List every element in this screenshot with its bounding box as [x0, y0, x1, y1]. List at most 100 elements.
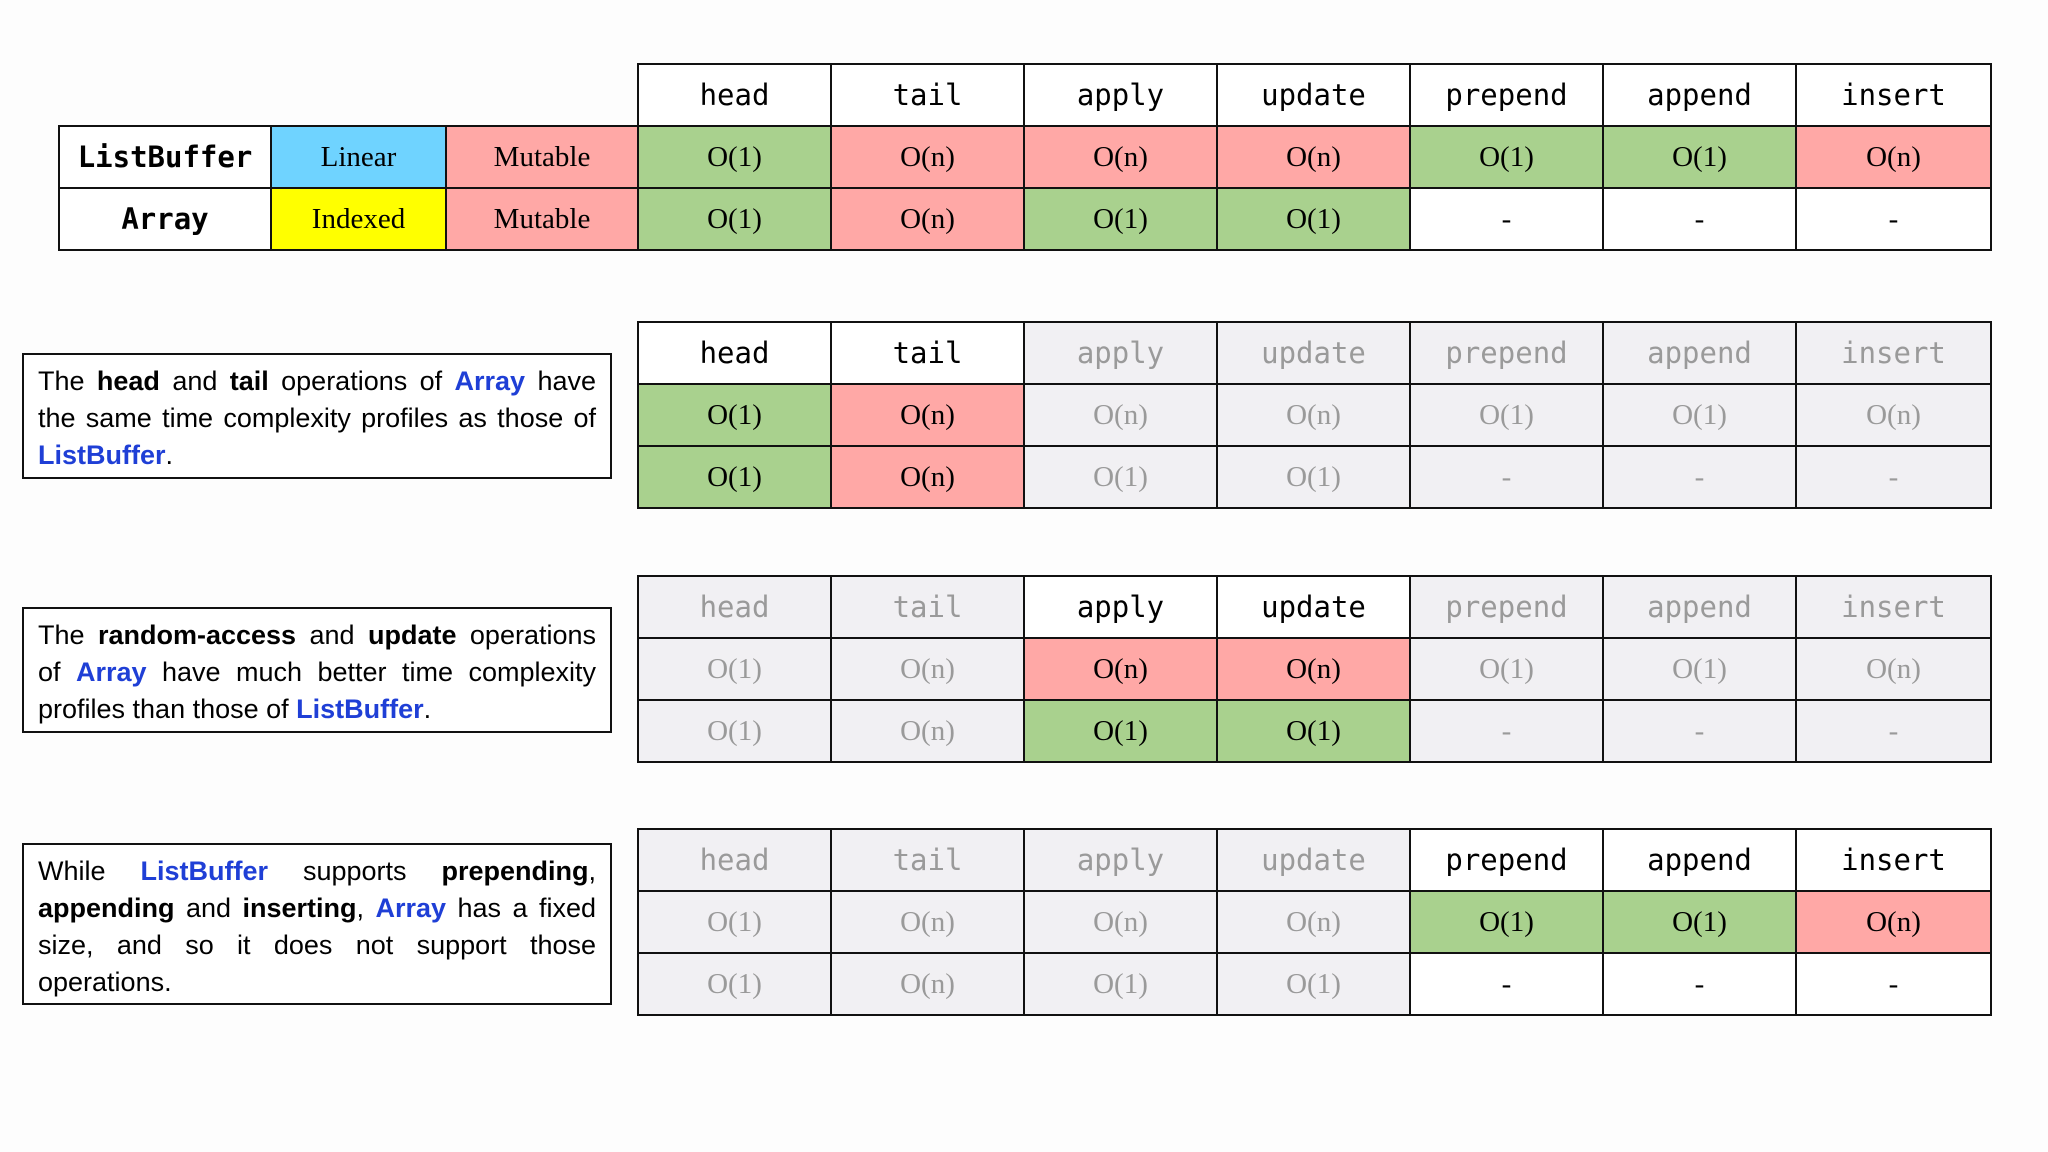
complexity-cell: O(1) [1023, 952, 1218, 1016]
note-text: . [165, 440, 174, 470]
op-header-apply: apply [1023, 63, 1218, 127]
complexity-cell: O(n) [1795, 637, 1992, 701]
complexity-cell: O(n) [830, 952, 1025, 1016]
complexity-cell: - [1409, 445, 1604, 509]
collection-row-array: O(1) O(n) O(1) O(1) - - - [637, 699, 1992, 763]
complexity-cell: - [1602, 952, 1797, 1016]
highlight-table: head tail apply update prepend append insert O(… [637, 575, 1992, 763]
complexity-cell: - [1409, 952, 1604, 1016]
highlight-table: head tail apply update prepend append insert O(… [637, 321, 1992, 509]
op-header-prepend: prepend [1409, 63, 1604, 127]
collection-row-array: Array Indexed Mutable O(1) O(n) O(1) O(1) - - - [58, 187, 1992, 251]
complexity-cell: O(1) [1409, 125, 1604, 189]
note-text: and [296, 620, 368, 650]
complexity-cell: O(1) [1216, 187, 1411, 251]
op-header-tail: tail [830, 828, 1025, 892]
mutability-badge: Mutable [445, 187, 639, 251]
collection-keyword: Array [375, 893, 447, 923]
header-row: head tail apply update prepend append insert [59, 63, 1992, 127]
complexity-cell: O(n) [1795, 125, 1992, 189]
complexity-cell: - [1409, 187, 1604, 251]
op-header-update: update [1216, 575, 1411, 639]
complexity-cell: O(n) [1216, 637, 1411, 701]
collection-keyword: Array [75, 657, 147, 687]
op-header-prepend: prepend [1409, 321, 1604, 385]
complexity-cell: O(n) [1216, 125, 1411, 189]
note-text: supports [267, 856, 442, 886]
complexity-cell: - [1409, 699, 1604, 763]
note-text: The [38, 366, 97, 396]
complexity-cell: O(n) [830, 125, 1025, 189]
complexity-cell: O(1) [637, 699, 832, 763]
complexity-cell: O(1) [1602, 890, 1797, 954]
explanation-note: The head and tail operations of Array ha… [22, 353, 612, 479]
emphasis-text: inserting [242, 893, 357, 923]
blank-cell [446, 64, 638, 126]
highlight-table: head tail apply update prepend append insert O(… [637, 828, 1992, 1016]
complexity-cell: O(n) [830, 383, 1025, 447]
collection-row-listbuffer: ListBuffer Linear Mutable O(1) O(n) O(n) O(n) O… [58, 125, 1992, 189]
complexity-table: head tail apply update prepend append insert Li… [58, 63, 1992, 251]
complexity-cell: - [1602, 699, 1797, 763]
note-text: , [356, 893, 376, 923]
complexity-cell: O(1) [1023, 187, 1218, 251]
collection-row-listbuffer: O(1) O(n) O(n) O(n) O(1) O(1) O(n) [637, 637, 1992, 701]
op-header-update: update [1216, 321, 1411, 385]
op-header-apply: apply [1023, 828, 1218, 892]
collection-name: Array [58, 187, 272, 251]
op-header-insert: insert [1795, 63, 1992, 127]
note-text: have much better time complexity profile… [38, 657, 596, 724]
complexity-cell: - [1795, 699, 1992, 763]
emphasis-text: tail [229, 366, 269, 396]
emphasis-text: update [367, 620, 457, 650]
explanation-note: The random-access and update operations … [22, 607, 612, 733]
complexity-cell: O(1) [1602, 383, 1797, 447]
complexity-cell: O(n) [1795, 890, 1992, 954]
collection-keyword: Array [454, 366, 526, 396]
complexity-cell: O(n) [1023, 383, 1218, 447]
complexity-cell: - [1602, 187, 1797, 251]
complexity-cell: O(1) [637, 187, 832, 251]
op-header-append: append [1602, 828, 1797, 892]
complexity-cell: O(1) [1409, 890, 1604, 954]
op-header-update: update [1216, 828, 1411, 892]
header-row: head tail apply update prepend append insert [637, 575, 1992, 639]
complexity-cell: O(n) [830, 445, 1025, 509]
header-row: head tail apply update prepend append insert [637, 321, 1992, 385]
complexity-cell: O(1) [637, 383, 832, 447]
op-header-tail: tail [830, 321, 1025, 385]
collection-row-array: O(1) O(n) O(1) O(1) - - - [637, 952, 1992, 1016]
op-header-append: append [1602, 575, 1797, 639]
complexity-cell: O(1) [1409, 637, 1604, 701]
access-badge: Indexed [270, 187, 447, 251]
complexity-cell: O(1) [1216, 952, 1411, 1016]
complexity-cell: O(n) [1795, 383, 1992, 447]
note-text: have the same time complexity profiles a… [38, 366, 596, 433]
op-header-head: head [637, 63, 832, 127]
op-header-append: append [1602, 321, 1797, 385]
complexity-cell: O(1) [1216, 445, 1411, 509]
op-header-head: head [637, 321, 832, 385]
complexity-cell: O(n) [1023, 125, 1218, 189]
op-header-insert: insert [1795, 575, 1992, 639]
complexity-cell: O(n) [830, 699, 1025, 763]
note-text: The [38, 620, 98, 650]
op-header-prepend: prepend [1409, 575, 1604, 639]
complexity-cell: - [1795, 445, 1992, 509]
complexity-cell: O(1) [1216, 699, 1411, 763]
complexity-cell: O(1) [1409, 383, 1604, 447]
note-text: and [159, 366, 230, 396]
blank-cell [271, 64, 446, 126]
complexity-cell: - [1602, 445, 1797, 509]
access-badge: Linear [270, 125, 447, 189]
emphasis-text: head [96, 366, 160, 396]
complexity-cell: O(n) [830, 890, 1025, 954]
complexity-cell: O(1) [637, 637, 832, 701]
op-header-insert: insert [1795, 321, 1992, 385]
complexity-cell: O(n) [830, 637, 1025, 701]
note-text: operations of [38, 620, 596, 687]
complexity-cell: O(n) [1216, 890, 1411, 954]
op-header-apply: apply [1023, 321, 1218, 385]
op-header-append: append [1602, 63, 1797, 127]
header-row: head tail apply update prepend append insert [637, 828, 1992, 892]
